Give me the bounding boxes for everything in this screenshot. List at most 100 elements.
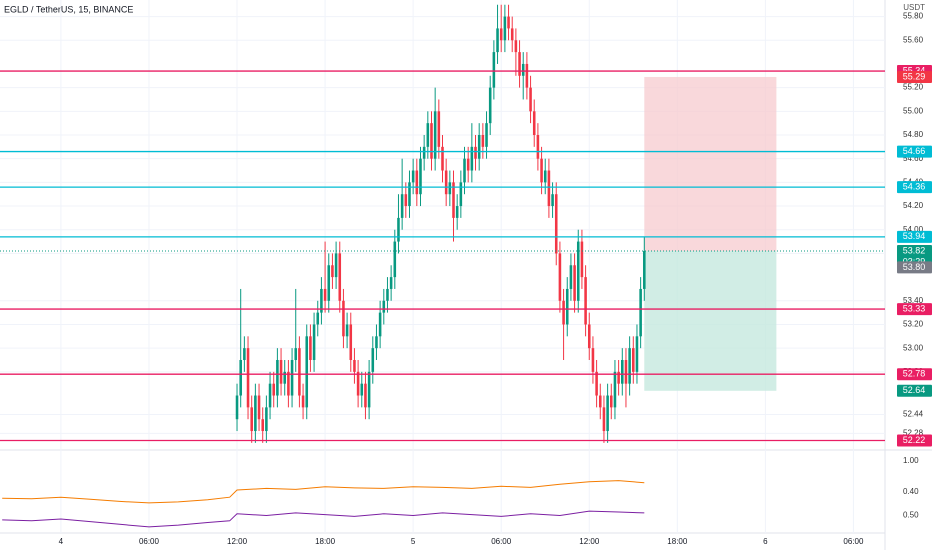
x-tick-label: 12:00 xyxy=(579,537,600,546)
candle-body xyxy=(298,348,301,396)
candle-body xyxy=(492,52,496,88)
candle-body xyxy=(239,360,242,396)
candle-body xyxy=(356,371,360,396)
candle-body xyxy=(529,87,532,112)
x-tick-label: 06:00 xyxy=(139,537,160,546)
level-tag xyxy=(897,368,932,381)
candle-body xyxy=(643,251,646,289)
candle-body xyxy=(507,16,510,29)
candle-body xyxy=(265,407,268,432)
candle-body xyxy=(327,265,331,301)
y-tick-label: 55.60 xyxy=(903,35,924,44)
candle-body xyxy=(540,158,543,183)
candle-body xyxy=(305,336,309,408)
y-tick-label: 54.60 xyxy=(903,154,924,163)
target-label: 52.64 xyxy=(903,385,926,395)
level-tag xyxy=(897,303,932,316)
candle-body xyxy=(422,146,426,159)
candle-body xyxy=(338,253,342,301)
x-tick-label: 6 xyxy=(763,537,768,546)
level-label: 52.78 xyxy=(903,369,926,379)
indicator-tick-label: 0.40 xyxy=(903,487,919,496)
price-axis xyxy=(885,0,932,550)
candle-body xyxy=(430,123,433,159)
candle-body xyxy=(419,158,422,195)
candle-body xyxy=(485,123,488,147)
level-label: 53.33 xyxy=(903,303,926,313)
x-tick-label: 18:00 xyxy=(667,537,688,546)
indicator-line xyxy=(2,480,645,504)
candle-body xyxy=(628,348,631,384)
candle-body xyxy=(617,371,620,384)
candle-body xyxy=(254,395,257,432)
level-label: 52.22 xyxy=(903,435,926,445)
candle-body xyxy=(312,324,316,360)
candle-body xyxy=(309,336,312,360)
candle-body xyxy=(250,407,253,432)
x-tick-label: 4 xyxy=(59,537,64,546)
candle-body xyxy=(268,383,272,408)
level-tag xyxy=(897,181,932,194)
candle-body xyxy=(411,170,415,183)
candle-body xyxy=(342,300,345,337)
chart-title: EGLD / TetherUS, 15, BINANCE xyxy=(4,4,133,14)
candle-body xyxy=(632,348,635,372)
y-tick-label: 55.20 xyxy=(903,83,924,92)
candle-body xyxy=(353,360,356,372)
candle-body xyxy=(345,324,349,337)
candle-body xyxy=(474,146,477,159)
candle-body xyxy=(261,419,264,432)
prev-close-label: 53.80 xyxy=(903,262,926,272)
candle-body xyxy=(389,277,393,289)
candle-body xyxy=(547,170,551,207)
candle-body xyxy=(287,371,290,396)
candle-body xyxy=(320,288,323,313)
candle-body xyxy=(257,395,261,420)
x-tick-label: 06:00 xyxy=(491,537,512,546)
stop-label: 55.29 xyxy=(903,71,926,81)
candle-body xyxy=(444,170,448,195)
candle-body xyxy=(543,170,547,183)
candle-body xyxy=(393,241,397,278)
candle-body xyxy=(613,371,617,408)
candle-body xyxy=(371,348,375,372)
level-tag xyxy=(897,230,932,243)
candle-body xyxy=(415,170,419,195)
candle-body xyxy=(334,253,338,278)
candle-body xyxy=(378,312,382,337)
candle-body xyxy=(276,360,279,396)
candle-body xyxy=(477,135,481,159)
y-tick-label: 54.20 xyxy=(903,201,924,210)
candle-body xyxy=(621,360,624,384)
candle-body xyxy=(452,182,455,218)
candle-body xyxy=(595,371,598,396)
candle-body xyxy=(470,146,474,171)
candle-body xyxy=(551,194,554,207)
stop-zone xyxy=(644,76,777,252)
candle-body xyxy=(624,360,628,384)
candle-body xyxy=(397,217,400,242)
candle-body xyxy=(514,40,518,53)
candle-body xyxy=(573,265,576,301)
y-tick-label: 53.40 xyxy=(903,296,924,305)
level-label: 55.34 xyxy=(903,65,926,75)
candle-body xyxy=(609,395,613,408)
candle-body xyxy=(499,28,503,41)
indicator-line xyxy=(2,510,645,528)
x-tick-label: 06:00 xyxy=(843,537,864,546)
y-tick-label: 52.44 xyxy=(903,410,924,419)
y-tick-label: 55.80 xyxy=(903,12,924,21)
candle-body xyxy=(448,182,452,195)
candle-body xyxy=(584,277,587,325)
candle-body xyxy=(606,395,609,432)
y-tick-label: 55.00 xyxy=(903,106,924,115)
target-zone xyxy=(644,251,777,391)
candle-body xyxy=(437,111,441,147)
level-label: 54.36 xyxy=(903,181,926,191)
candle-body xyxy=(364,383,367,408)
candle-body xyxy=(562,300,565,325)
candle-body xyxy=(283,371,287,384)
indicator-tick-label: 0.50 xyxy=(903,511,919,520)
candle-body xyxy=(466,158,470,171)
